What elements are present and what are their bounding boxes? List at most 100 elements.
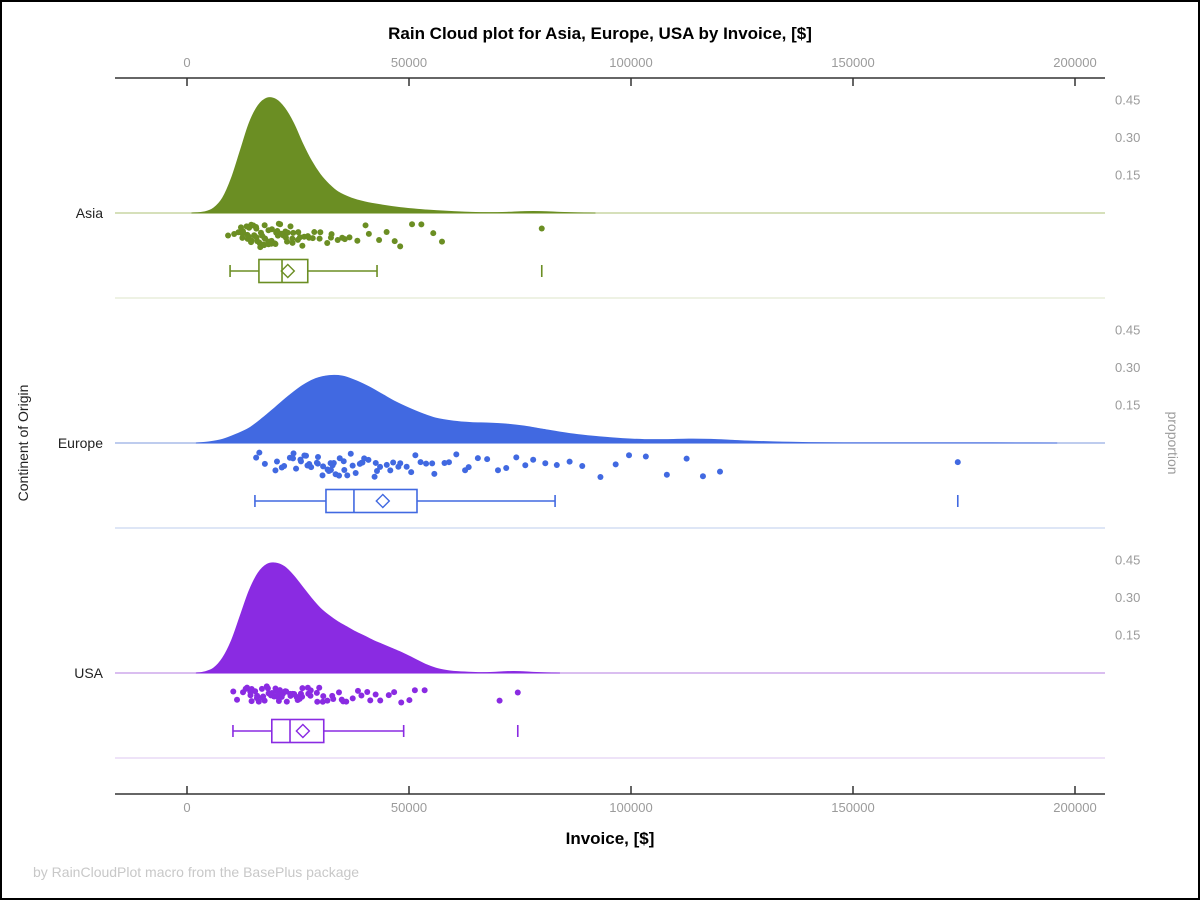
footer-attribution: by RainCloudPlot macro from the BasePlus… [33,864,359,880]
y-axis-title-left: Continent of Origin [15,385,31,502]
rain-point-asia [362,222,369,229]
panel-asia: 0.15 0.30 0.45 Asia [76,93,1140,299]
rain-point-usa [406,697,413,704]
rain-point-asia [438,238,445,245]
proportion-tick-label: 0.15 [1115,168,1140,183]
x-axis-top-tick-label: 100000 [609,55,652,70]
y-axis-title-right: proportion [1165,411,1181,474]
rain-point-europe [522,462,529,469]
rain-point-asia [304,233,311,240]
rain-point-asia [282,234,289,241]
rain-point-usa [316,684,323,691]
rain-point-europe [372,459,379,466]
rain-point-usa [247,692,254,699]
proportion-tick-label: 0.30 [1115,360,1140,375]
rain-point-usa [255,698,262,705]
rain-point-europe [377,463,384,470]
proportion-tick-label: 0.45 [1115,93,1140,108]
rain-point-europe [465,464,472,471]
rain-point-europe [313,459,320,466]
rain-point-usa [514,689,521,696]
rain-point-europe [352,470,359,477]
rain-point-usa [282,688,289,695]
rain-point-usa [320,693,327,700]
rain-point-asia [341,236,348,243]
rain-point-usa [330,695,337,702]
rain-point-usa [421,687,428,694]
rain-point-asia [268,226,275,233]
mean-diamond-asia [280,263,296,279]
rain-point-asia [324,239,331,246]
rain-point-asia [383,229,390,236]
rain-point-asia [248,237,255,244]
rain-point-europe [445,459,452,466]
rain-point-europe [293,465,300,472]
rain-point-asia [365,230,372,237]
rain-point-asia [287,223,294,230]
x-axis-top-tick-label: 0 [183,55,190,70]
rain-point-usa [299,693,306,700]
rain-point-europe [365,456,372,463]
rain-point-usa [319,698,326,705]
rain-point-europe [474,455,481,462]
panel-usa: 0.15 0.30 0.45 USA [74,553,1140,759]
box-asia [258,258,309,284]
proportion-tick-label: 0.45 [1115,323,1140,338]
rain-point-europe [699,473,706,480]
rain-point-asia [409,221,416,228]
rain-point-europe [290,455,297,462]
category-label-europe: Europe [58,435,103,451]
proportion-tick-label: 0.30 [1115,590,1140,605]
rain-point-europe [513,454,520,461]
x-axis-bottom-tick-label: 50000 [391,800,427,815]
rain-point-usa [372,691,379,698]
rain-point-asia [290,229,297,236]
rain-point-usa [283,698,290,705]
rain-point-europe [371,473,378,480]
rain-point-asia [317,229,324,236]
rain-point-asia [239,234,246,241]
rain-point-usa [358,692,365,699]
rain-point-asia [272,240,279,247]
rain-point-asia [253,234,260,241]
rain-point-europe [256,449,263,456]
rain-point-europe [253,454,260,461]
rain-point-europe [341,466,348,473]
panel-europe: 0.15 0.30 0.45 Europe [58,323,1140,529]
mean-diamond-europe [375,493,391,509]
rain-point-europe [261,460,268,467]
rain-point-asia [261,222,268,229]
rain-point-europe [417,459,424,466]
rain-point-usa [307,692,314,699]
rain-point-usa [411,687,418,694]
rain-point-europe [315,453,322,460]
rain-point-europe [503,465,510,472]
rain-point-asia [391,238,398,245]
rain-point-asia [316,235,323,242]
series-layer: 0.150.300.45Asia0.150.300.45Europe0.150.… [58,93,1140,759]
rain-point-europe [642,453,649,460]
rain-point-asia [538,225,545,232]
x-axis-bottom-tick-label: 100000 [609,800,652,815]
x-axis-bottom-tick-label: 200000 [1053,800,1096,815]
rain-point-europe [383,461,390,468]
density-cloud-asia [191,97,596,214]
rain-point-asia [311,229,318,236]
rain-point-europe [349,462,356,469]
rain-point-europe [308,464,315,471]
rain-point-usa [364,688,371,695]
rain-point-usa [349,695,356,702]
density-cloud-usa [195,562,560,674]
rain-point-usa [299,685,306,692]
rain-point-europe [403,463,410,470]
rain-point-europe [273,458,280,465]
rain-point-europe [319,472,326,479]
rain-point-europe [612,461,619,468]
rain-point-asia [309,235,316,242]
rain-point-europe [484,456,491,463]
rain-point-usa [252,688,259,695]
rain-point-usa [354,687,361,694]
rain-point-asia [284,229,291,236]
proportion-tick-label: 0.15 [1115,628,1140,643]
rain-point-europe [579,462,586,469]
